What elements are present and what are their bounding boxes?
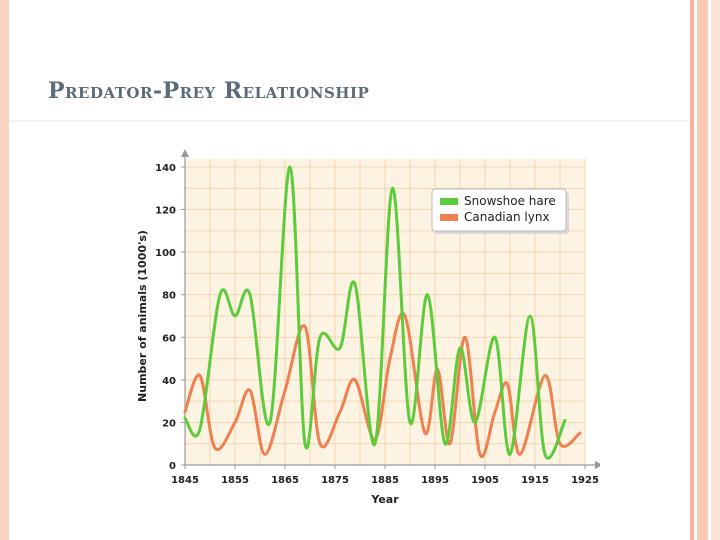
x-tick-label: 1905 <box>471 475 499 486</box>
axes <box>181 149 600 469</box>
x-axis-title: Year <box>370 493 399 506</box>
x-tick-label: 1925 <box>571 475 599 486</box>
x-tick-label: 1875 <box>321 475 349 486</box>
y-tick-label: 140 <box>155 163 176 174</box>
predator-prey-chart: 1845 1855 1865 1875 1885 1895 1905 1915 1925 0 20 4… <box>136 149 600 506</box>
legend-label-canadian-lynx: Canadian lynx <box>464 210 550 224</box>
x-tick-label: 1895 <box>421 475 449 486</box>
y-axis-title: Number of animals (1000's) <box>136 230 149 402</box>
tick-labels: 1845 1855 1865 1875 1885 1895 1905 1915 1925 0 20 4… <box>155 163 599 486</box>
right-border-stripe <box>711 0 720 540</box>
y-tick-label: 60 <box>162 333 176 344</box>
x-tick-label: 1885 <box>371 475 399 486</box>
y-tick-label: 80 <box>162 291 176 302</box>
y-tick-label: 40 <box>162 376 176 387</box>
series-line-canadian-lynx <box>183 312 582 459</box>
x-tick-label: 1855 <box>221 475 249 486</box>
series-line-snowshoe-hare <box>183 165 567 460</box>
x-axis-arrow <box>595 461 600 469</box>
y-tick-label: 20 <box>162 418 176 429</box>
left-border-strip <box>0 0 9 540</box>
legend-swatch-canadian-lynx <box>440 214 458 221</box>
legend-label-snowshoe-hare: Snowshoe hare <box>464 194 556 208</box>
legend: Snowshoe hare Canadian lynx <box>431 188 569 234</box>
y-tick-label: 100 <box>155 248 176 259</box>
right-border-stripe <box>697 0 708 540</box>
y-axis-arrow <box>181 149 189 157</box>
x-tick-label: 1845 <box>171 475 199 486</box>
title-divider <box>9 120 690 122</box>
legend-swatch-snowshoe-hare <box>440 198 458 205</box>
x-tick-label: 1865 <box>271 475 299 486</box>
slide-title: Predator-Prey Relationship <box>48 78 370 104</box>
right-border-stripe <box>690 0 694 540</box>
y-tick-label: 0 <box>169 461 176 472</box>
y-tick-label: 120 <box>155 206 176 217</box>
x-tick-label: 1915 <box>521 475 549 486</box>
legend-box <box>431 188 567 232</box>
series-layer <box>183 165 582 460</box>
